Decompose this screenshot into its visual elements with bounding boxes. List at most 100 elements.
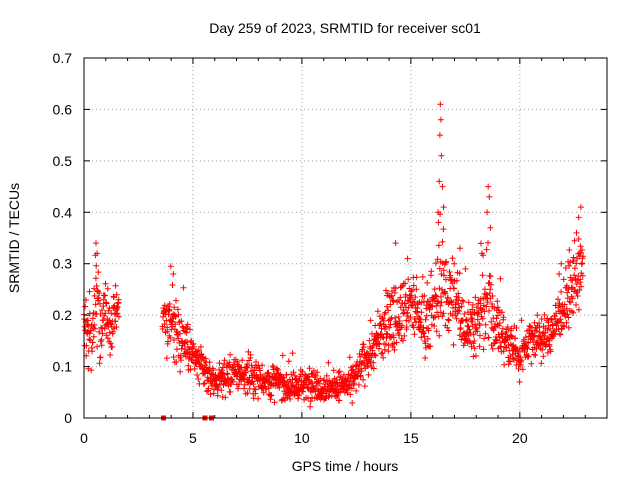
data-point — [256, 367, 263, 374]
data-point — [218, 387, 225, 394]
data-point — [204, 374, 211, 381]
data-point — [107, 340, 114, 347]
data-point — [191, 365, 198, 372]
data-point — [216, 360, 223, 367]
data-point — [173, 359, 180, 365]
data-point — [393, 339, 400, 346]
data-point — [500, 348, 507, 355]
data-point — [487, 273, 494, 280]
y-axis-label: SRMTID / TECUs — [6, 183, 22, 293]
data-point — [177, 368, 184, 375]
data-point — [418, 309, 425, 316]
data-point — [458, 303, 465, 310]
data-point — [489, 293, 496, 299]
data-point — [93, 262, 100, 269]
data-point — [93, 240, 99, 247]
data-point — [346, 354, 353, 361]
data-point — [396, 297, 402, 304]
data-point — [250, 381, 257, 388]
data-point — [258, 384, 265, 391]
data-point — [475, 309, 482, 316]
data-point — [309, 380, 316, 387]
data-point — [436, 132, 443, 139]
data-point — [483, 291, 490, 298]
data-point — [370, 359, 377, 366]
data-point — [280, 375, 287, 381]
data-point — [101, 325, 108, 332]
data-point — [103, 300, 110, 307]
data-point — [496, 322, 502, 329]
data-point — [355, 381, 362, 388]
data-point — [528, 360, 535, 367]
data-point — [564, 311, 571, 318]
data-point — [405, 304, 412, 311]
data-point — [113, 324, 120, 330]
data-point — [531, 332, 538, 339]
data-point — [317, 375, 324, 382]
y-tick-label: 0.3 — [53, 256, 73, 272]
data-point — [392, 240, 399, 247]
data-point — [89, 348, 96, 355]
data-point — [442, 290, 449, 297]
data-point — [402, 291, 409, 298]
data-point — [171, 304, 178, 311]
data-point — [100, 317, 107, 324]
data-point — [532, 352, 539, 359]
data-point — [441, 272, 447, 279]
data-point — [578, 283, 585, 290]
data-point — [170, 271, 177, 277]
data-point — [265, 385, 272, 392]
data-point — [98, 342, 105, 349]
data-point — [418, 334, 425, 341]
data-point — [221, 371, 228, 378]
data-point — [447, 272, 454, 279]
data-point — [563, 305, 570, 312]
data-point — [493, 315, 500, 322]
data-point — [166, 306, 173, 313]
data-point — [291, 372, 298, 379]
data-point — [474, 311, 481, 317]
data-point — [422, 355, 429, 361]
data-point — [197, 343, 204, 350]
data-point — [412, 294, 419, 301]
data-point — [160, 313, 166, 320]
data-point — [171, 337, 177, 343]
data-point — [498, 330, 505, 337]
data-point — [438, 152, 445, 159]
data-point — [577, 249, 584, 256]
data-point — [439, 238, 446, 245]
data-point — [461, 311, 468, 317]
data-point — [496, 334, 503, 341]
data-point — [547, 325, 554, 332]
data-point — [402, 280, 409, 287]
data-point — [566, 262, 573, 269]
data-point — [561, 301, 568, 308]
data-point — [574, 293, 581, 299]
data-point — [361, 383, 368, 390]
data-point — [174, 306, 181, 313]
data-point — [480, 252, 487, 259]
data-point — [467, 339, 473, 346]
data-point — [365, 362, 371, 369]
data-point — [436, 332, 443, 339]
x-tick-label: 5 — [189, 430, 197, 446]
data-point — [555, 296, 561, 303]
data-point — [386, 324, 393, 331]
data-point — [450, 285, 457, 292]
data-point — [577, 204, 584, 211]
data-point — [410, 282, 417, 289]
data-point — [409, 287, 415, 294]
data-point — [468, 343, 475, 350]
data-point — [370, 342, 376, 349]
data-point — [457, 325, 464, 331]
data-point — [115, 313, 122, 320]
data-point — [181, 339, 188, 346]
data-point — [575, 214, 582, 221]
data-point — [435, 298, 442, 305]
data-point — [436, 285, 443, 292]
data-point — [483, 303, 490, 310]
data-point — [579, 272, 586, 279]
data-point — [102, 310, 109, 317]
data-point — [401, 300, 408, 307]
data-point — [175, 335, 182, 342]
